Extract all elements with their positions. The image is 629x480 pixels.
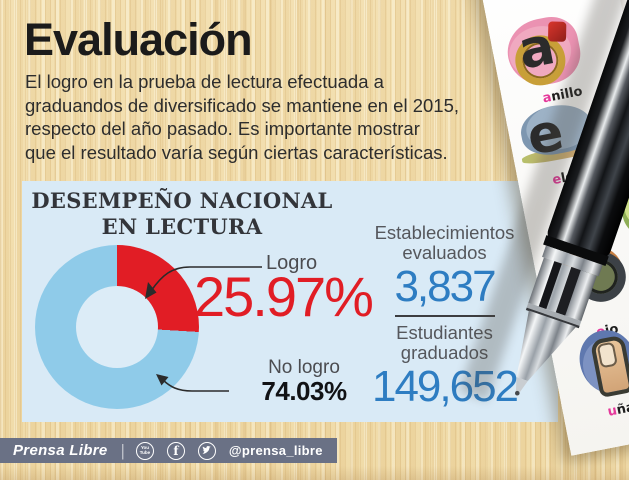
youtube-icon: You Tube — [135, 441, 154, 460]
facebook-icon: f — [166, 441, 185, 460]
donut-hole — [76, 286, 158, 368]
panel-title-line2: EN LECTURA — [101, 214, 263, 239]
nologro-callout: No logro 74.03% — [220, 357, 388, 404]
page-title: Evaluación — [24, 14, 253, 65]
twitter-handle: @prensa_libre — [228, 443, 323, 458]
table-edge-shade — [0, 466, 629, 480]
intro-line-3: respecto del año pasado. Es importante m… — [25, 118, 420, 139]
drawing-elefante: e elefante — [516, 90, 621, 192]
word-una: uña — [606, 399, 629, 420]
nologro-label: No logro — [268, 357, 340, 378]
panel-title-line1: DESEMPEÑO NACIONAL — [31, 188, 333, 213]
prensa-libre-logo: Prensa Libre — [13, 442, 108, 459]
intro-paragraph: El logro en la prueba de lectura efectua… — [25, 70, 459, 164]
stat-estudiantes-value: 149,652 — [371, 362, 519, 411]
logro-value: 25.97% — [194, 265, 374, 328]
panel-title: DESEMPEÑO NACIONAL EN LECTURA — [27, 188, 337, 240]
performance-panel: DESEMPEÑO NACIONAL EN LECTURA Logro 25.9… — [22, 181, 558, 422]
twitter-icon — [197, 441, 216, 460]
donut-chart — [35, 245, 199, 409]
drawing-una: uña — [574, 323, 629, 431]
word-elefante: elefante — [551, 161, 614, 189]
stat-establecimientos-label: Establecimientos evaluados — [374, 222, 515, 263]
intro-line-4: que el resultado varía según ciertas car… — [25, 141, 448, 163]
intro-line-1: El logro en la prueba de lectura efectua… — [25, 71, 384, 92]
stats-block: Establecimientos evaluados 3,837 Estudia… — [352, 222, 537, 411]
footer-bar: Prensa Libre | You Tube f @prensa_libre — [0, 438, 337, 463]
stats-divider — [394, 315, 495, 317]
nologro-value: 74.03% — [261, 376, 347, 406]
partial-drawing — [617, 180, 629, 241]
intro-line-2: graduandos de diversificado se mantiene … — [25, 94, 460, 116]
stat-establecimientos-value: 3,837 — [394, 262, 496, 311]
logro-label: Logro — [266, 252, 318, 274]
footer-separator: | — [120, 440, 125, 460]
stat-estudiantes-label: Estudiantes graduados — [396, 322, 493, 363]
